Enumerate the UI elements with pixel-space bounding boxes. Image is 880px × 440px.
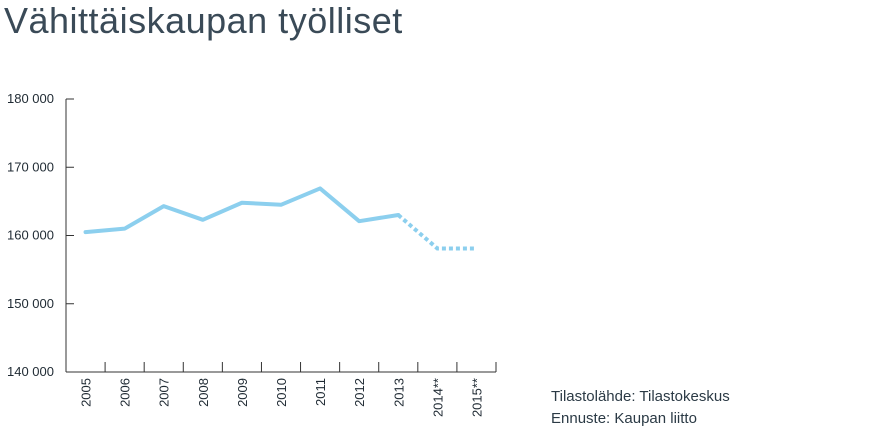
x-tick-label: 2009 bbox=[235, 378, 250, 407]
x-tick-label: 2014** bbox=[430, 378, 445, 417]
x-tick-label: 2006 bbox=[118, 378, 133, 407]
x-tick-label: 2010 bbox=[274, 378, 289, 407]
x-axis: 2005 2006 2007 2008 2009 2010 2011 2012 2013 2014… bbox=[65, 362, 497, 417]
x-tick-label: 2011 bbox=[313, 378, 328, 406]
series-line-forecast bbox=[396, 213, 477, 251]
source-text: Tilastolähde: Tilastokeskus bbox=[551, 388, 730, 405]
x-tick-label: 2012 bbox=[352, 378, 367, 407]
y-axis: 140 000 150 000 160 000 170 000 180 000 bbox=[7, 91, 74, 379]
x-tick-label: 2008 bbox=[196, 378, 211, 407]
x-tick-label: 2015** bbox=[469, 378, 484, 417]
y-tick-label: 150 000 bbox=[7, 296, 54, 311]
chart-title: Vähittäiskaupan työlliset bbox=[4, 0, 403, 41]
y-tick-label: 140 000 bbox=[7, 364, 54, 379]
y-tick-label: 160 000 bbox=[7, 228, 54, 243]
y-tick-label: 170 000 bbox=[7, 159, 54, 174]
series-lines bbox=[83, 186, 477, 251]
x-tick-label: 2013 bbox=[391, 378, 406, 407]
y-tick-label: 180 000 bbox=[7, 91, 54, 106]
series-line-actual bbox=[83, 186, 401, 235]
x-tick-label: 2007 bbox=[157, 378, 172, 407]
x-tick-label: 2005 bbox=[79, 378, 94, 407]
forecast-source-text: Ennuste: Kaupan liitto bbox=[551, 410, 697, 427]
